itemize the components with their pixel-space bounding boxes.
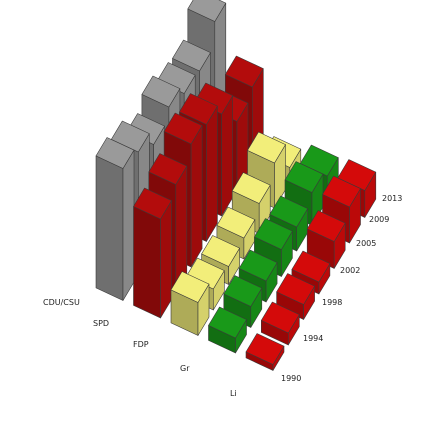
bar-top-face — [291, 250, 331, 283]
bar-top-face — [208, 306, 247, 339]
bar-top-face — [245, 333, 285, 365]
year-labels-group: 1990 1994 1998 2002 2005 2009 2013 — [281, 194, 402, 383]
bar-left-face — [133, 206, 161, 319]
bars-group — [95, 0, 377, 371]
series-labels-group: CDU/CSU SPD FDP Gr Li — [43, 298, 237, 398]
bar-top-face — [322, 175, 361, 208]
bar-li-2005 — [306, 210, 346, 269]
bar-top-face — [238, 249, 278, 282]
series-label: FDP — [133, 340, 149, 349]
bar-top-face — [216, 206, 256, 239]
bar-top-face — [141, 75, 181, 108]
year-label: 2005 — [356, 239, 376, 248]
bar-cdu-csu-1990 — [95, 137, 135, 301]
bar-left-face — [95, 155, 124, 301]
bar-top-face — [260, 301, 300, 334]
bar-top-face — [284, 161, 324, 193]
series-label: Li — [230, 389, 237, 398]
bar-top-face — [306, 210, 346, 242]
bar-li-1998 — [276, 273, 315, 320]
bar-top-face — [179, 93, 218, 125]
bar-right-face — [122, 149, 135, 301]
bar-top-face — [201, 235, 240, 267]
bar-top-face — [172, 39, 211, 72]
series-label: Gr — [180, 364, 190, 373]
bar-li-1990 — [245, 333, 285, 371]
bar-top-face — [223, 275, 263, 307]
year-label: 1994 — [303, 334, 323, 343]
bar-top-face — [247, 131, 286, 164]
year-label: 2002 — [340, 266, 360, 275]
bar-top-face — [187, 0, 227, 22]
bar-right-face — [160, 200, 172, 319]
year-label: 2013 — [382, 194, 402, 203]
bar-top-face — [225, 55, 264, 88]
bar-top-face — [254, 218, 293, 250]
bar-right-face — [206, 105, 218, 242]
bar-top-face — [163, 112, 203, 145]
bar-li-1994 — [260, 301, 300, 346]
bar-top-face — [231, 172, 271, 204]
bar-gr-1990 — [208, 306, 247, 354]
bar-top-face — [133, 187, 172, 220]
bar-right-face — [221, 95, 233, 217]
bar-right-face — [190, 125, 203, 268]
bar-spd-1990 — [133, 187, 172, 319]
bar-top-face — [269, 195, 309, 228]
series-label: CDU/CSU — [43, 298, 80, 307]
year-label: 1998 — [322, 298, 342, 307]
bar-top-face — [276, 273, 315, 305]
bar-top-face — [95, 137, 135, 169]
year-label: 2009 — [369, 215, 389, 224]
bar-top-face — [170, 271, 210, 303]
year-label: 1990 — [281, 374, 301, 383]
bar-fdp-1990 — [170, 271, 210, 336]
bar-top-face — [148, 153, 188, 185]
series-label: SPD — [93, 319, 109, 328]
